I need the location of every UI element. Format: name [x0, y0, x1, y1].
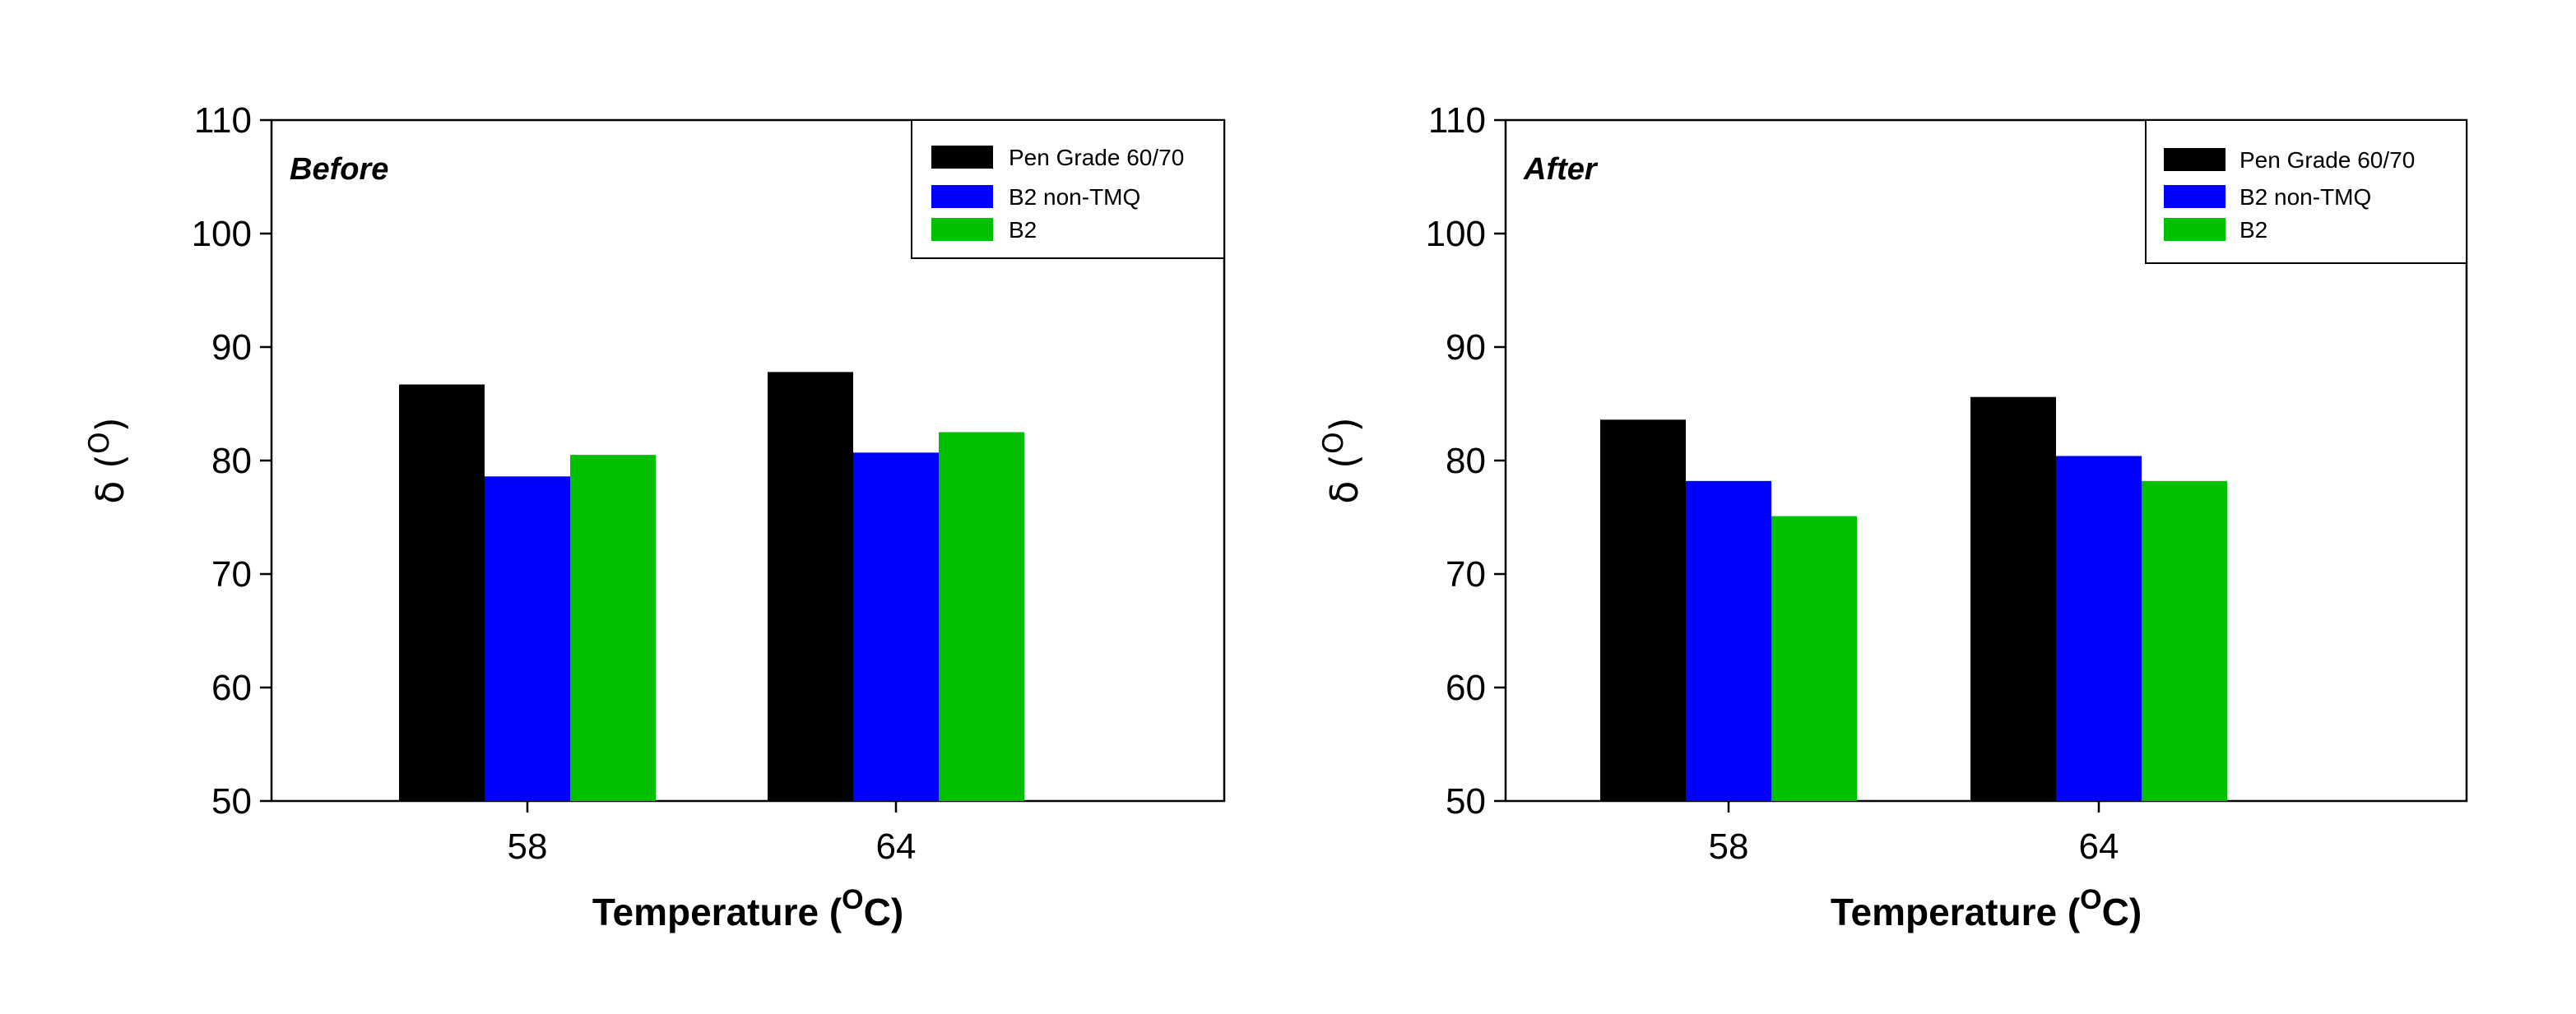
x-tick-label: 64 [2079, 826, 2119, 867]
y-axis-title: δ (O) [83, 417, 132, 503]
bar-pen-grade-60-70-64 [768, 372, 853, 801]
legend-swatch-b2 [931, 218, 993, 241]
y-tick-label: 70 [1446, 554, 1486, 595]
y-axis-ticks: 50 60 70 80 90 100 110 [192, 100, 272, 822]
x-axis-ticks: 58 64 [508, 801, 917, 867]
y-tick-label: 110 [194, 100, 252, 141]
y-tick-label: 70 [211, 554, 252, 595]
bars-group [399, 372, 1024, 801]
legend-swatch-pen-grade [2164, 148, 2226, 171]
panel-label: Before [290, 152, 388, 187]
bar-b2-non-tmq-58 [1686, 480, 1771, 801]
y-tick-label: 80 [1446, 441, 1486, 481]
y-tick-label: 80 [211, 441, 252, 481]
legend: Pen Grade 60/70 B2 non-TMQ B2 [2145, 119, 2467, 264]
legend-swatch-b2 [2164, 218, 2226, 241]
chart-panel-after: 50 60 70 80 90 100 110 58 64 After Pen Grade 60… [1317, 100, 2468, 933]
bar-b2-non-tmq-58 [485, 476, 570, 801]
y-tick-label: 100 [1426, 214, 1486, 254]
bar-b2-non-tmq-64 [853, 452, 939, 801]
y-tick-label: 90 [1446, 327, 1486, 368]
bar-b2-58 [570, 455, 656, 801]
x-tick-label: 58 [1709, 826, 1749, 867]
y-tick-label: 50 [1446, 781, 1486, 822]
bar-pen-grade-60-70-58 [1600, 419, 1686, 801]
y-tick-label: 60 [1446, 668, 1486, 708]
y-tick-label: 60 [211, 668, 252, 708]
legend-label-pen-grade: Pen Grade 60/70 [1009, 145, 1184, 170]
bars-group [1600, 396, 2227, 801]
legend-swatch-pen-grade [931, 146, 993, 169]
x-tick-label: 64 [876, 826, 917, 867]
bar-b2-64 [2142, 480, 2227, 801]
bar-pen-grade-60-70-58 [399, 384, 485, 801]
y-tick-label: 90 [211, 327, 252, 368]
bar-b2-64 [939, 432, 1024, 801]
bar-b2-58 [1771, 516, 1857, 801]
legend-label-b2: B2 [2239, 217, 2267, 243]
x-axis-ticks: 58 64 [1709, 801, 2119, 867]
legend-label-b2: B2 [1009, 217, 1037, 243]
panel-label: After [1523, 152, 1599, 187]
legend-label-b2-non-tmq: B2 non-TMQ [2239, 184, 2371, 210]
y-tick-label: 100 [192, 214, 252, 254]
x-axis-title: Temperature (OC) [1831, 884, 2142, 933]
x-axis-title: Temperature (OC) [592, 884, 903, 933]
y-tick-label: 50 [211, 781, 252, 822]
bar-pen-grade-60-70-64 [1970, 396, 2056, 801]
legend-swatch-b2-non-tmq [931, 185, 993, 208]
chart-panel-before: 50 60 70 80 90 100 110 58 64 Before Pen Grade 6… [83, 100, 1226, 933]
legend-swatch-b2-non-tmq [2164, 185, 2226, 208]
y-axis-ticks: 50 60 70 80 90 100 110 [1426, 100, 1506, 822]
legend: Pen Grade 60/70 B2 non-TMQ B2 [911, 119, 1225, 259]
y-axis-title: δ (O) [1317, 417, 1367, 503]
y-tick-label: 110 [1428, 100, 1486, 141]
x-tick-label: 58 [508, 826, 548, 867]
legend-label-b2-non-tmq: B2 non-TMQ [1009, 184, 1140, 210]
bar-b2-non-tmq-64 [2056, 456, 2142, 801]
legend-label-pen-grade: Pen Grade 60/70 [2239, 147, 2415, 173]
